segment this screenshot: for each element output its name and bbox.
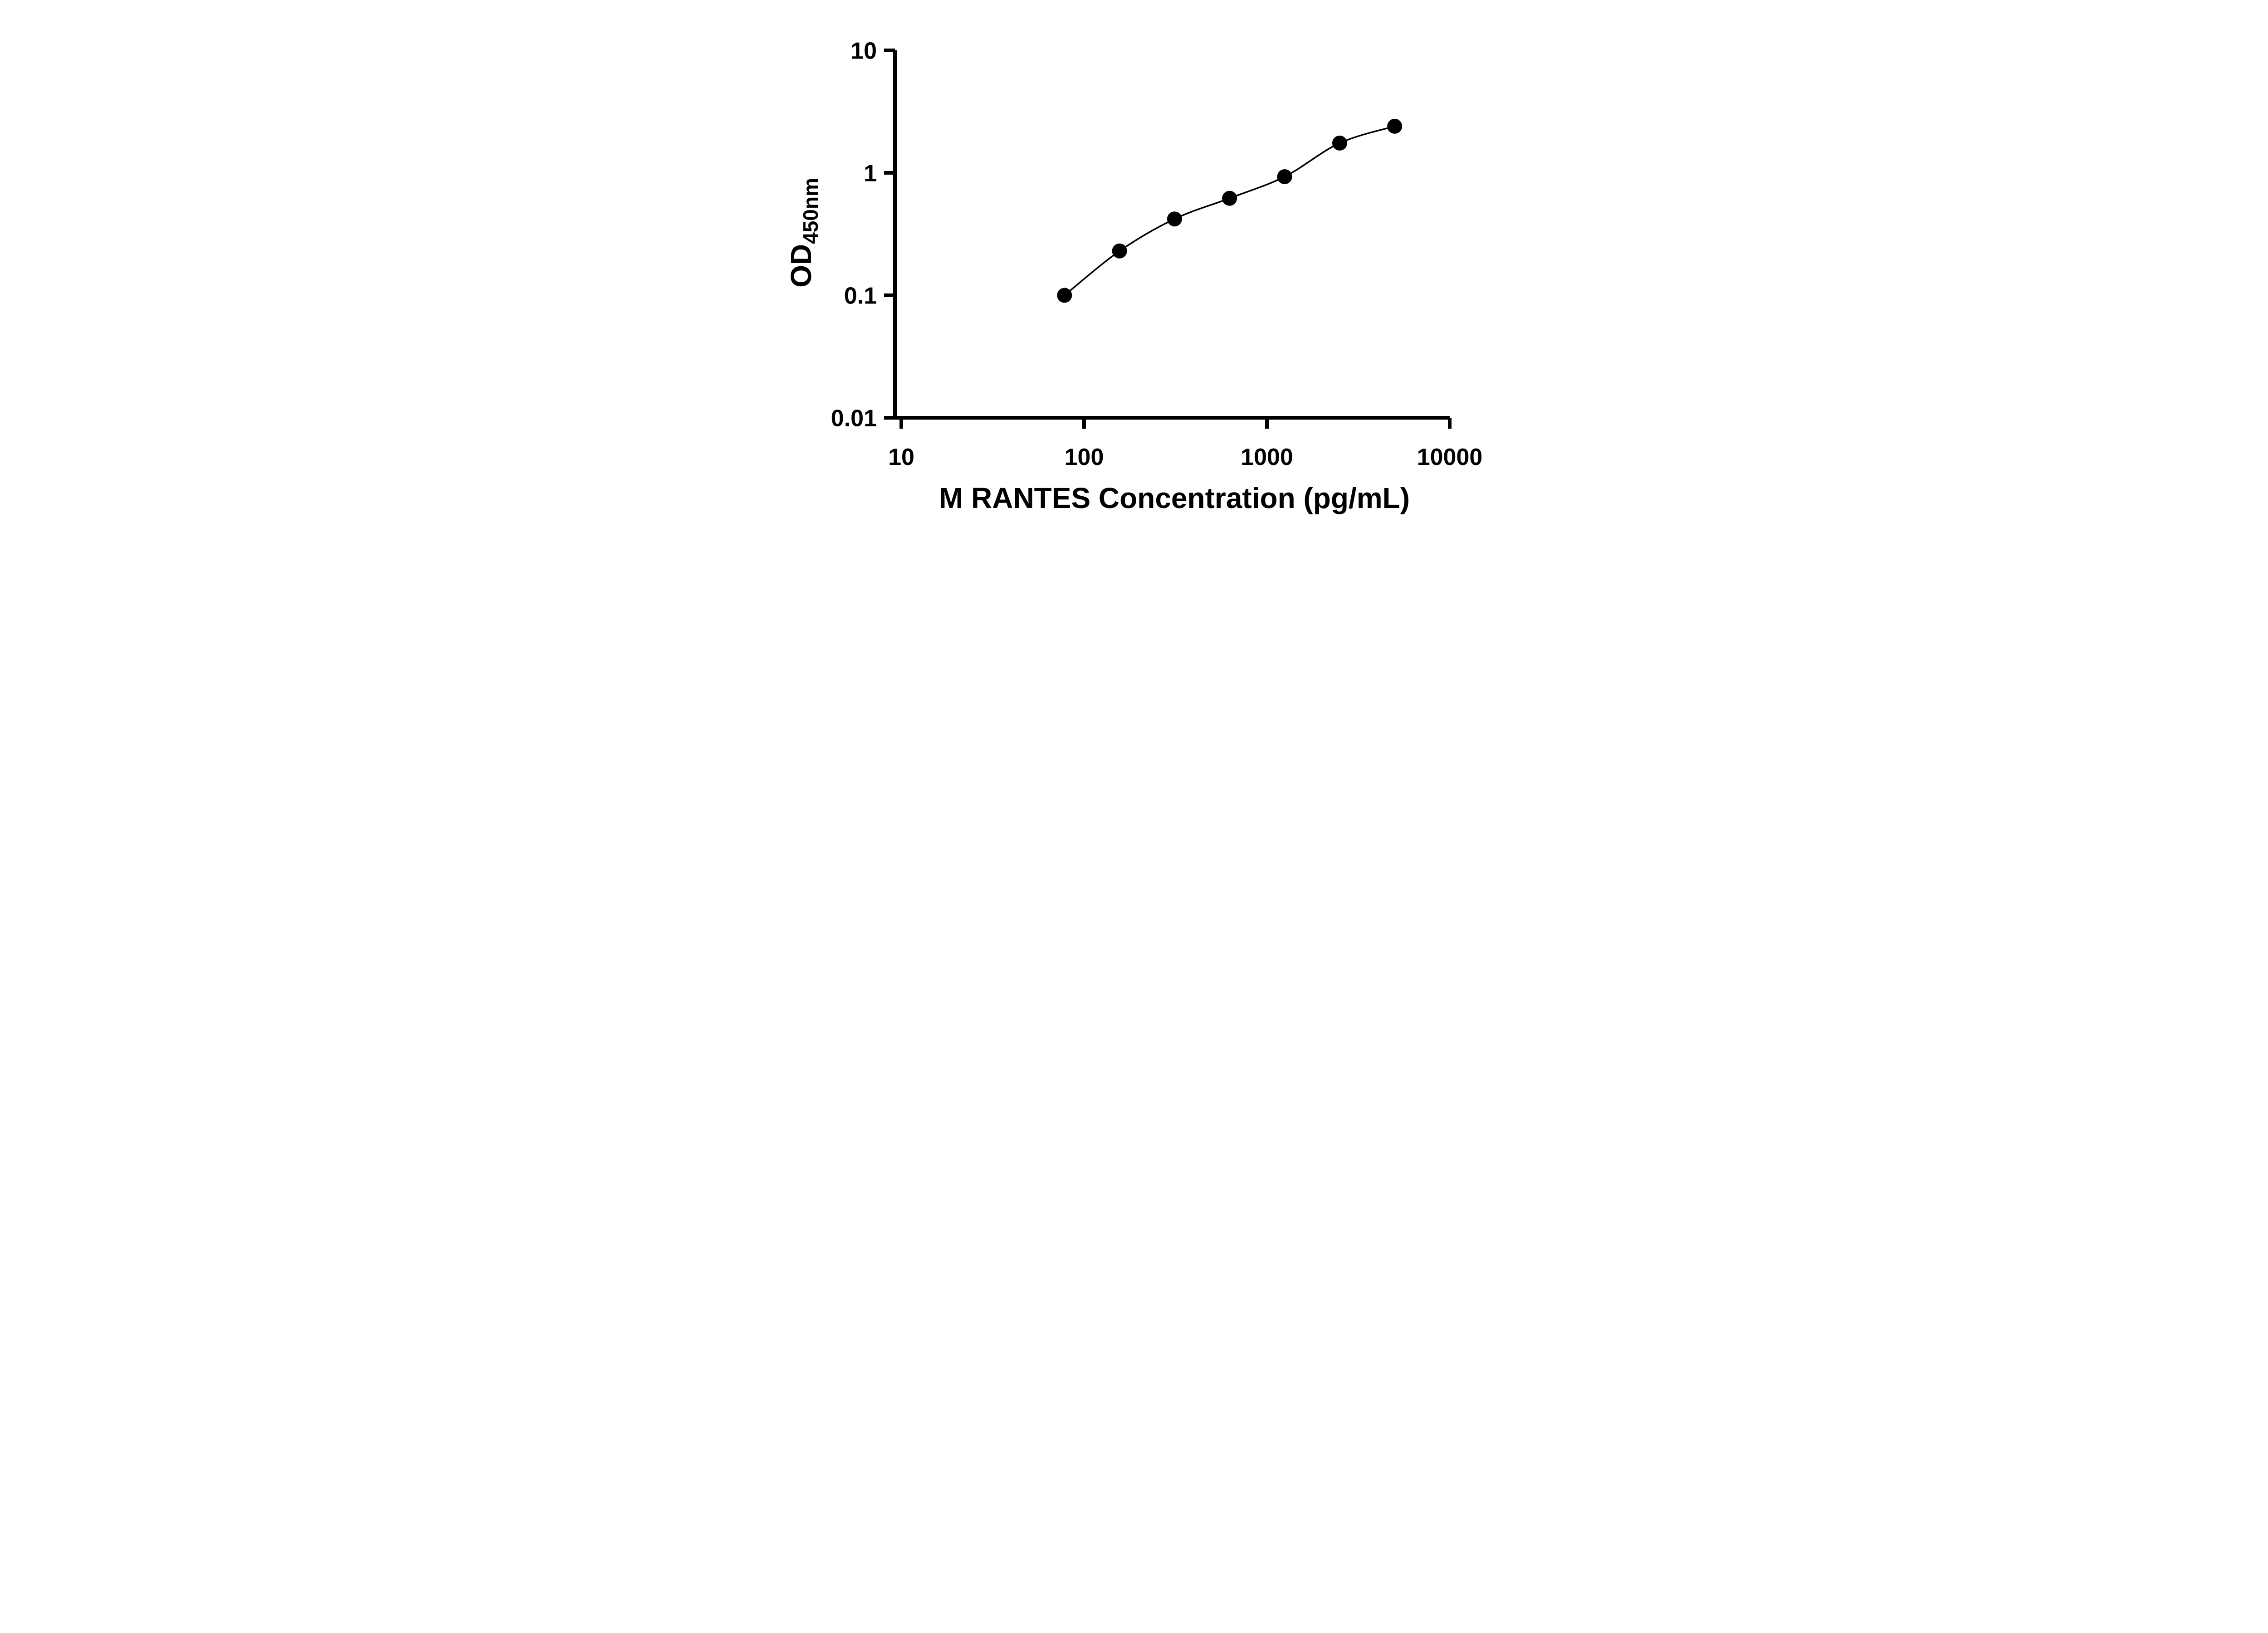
y-axis-title: OD450nm — [785, 178, 822, 288]
y-tick-label: 0.1 — [844, 283, 877, 309]
data-point — [1222, 191, 1237, 206]
data-point — [1387, 118, 1403, 134]
elisa-standard-curve-figure: 10 1 0.1 0.01 10 100 1000 10000 M RANTES Concen… — [745, 0, 1523, 544]
data-point — [1057, 288, 1072, 303]
x-tick-label: 10 — [888, 444, 914, 470]
data-point — [1277, 169, 1292, 184]
y-tick-label: 10 — [850, 38, 877, 64]
standard-curve-chart: 10 1 0.1 0.01 10 100 1000 10000 M RANTES Concen… — [745, 0, 1523, 544]
data-point — [1332, 135, 1347, 151]
data-point — [1167, 211, 1182, 227]
x-tick-label: 100 — [1065, 444, 1104, 470]
x-tick-label: 1000 — [1241, 444, 1293, 470]
y-axis-title-sub: 450nm — [799, 178, 822, 244]
x-axis-title: M RANTES Concentration (pg/mL) — [939, 482, 1410, 514]
plot-area: 10 1 0.1 0.01 10 100 1000 10000 — [831, 38, 1483, 470]
y-axis-title-main: OD — [785, 244, 817, 288]
x-tick-label: 10000 — [1417, 444, 1483, 470]
y-tick-label: 0.01 — [831, 406, 877, 432]
y-tick-label: 1 — [864, 161, 877, 187]
fit-curve — [1064, 125, 1395, 296]
data-point — [1112, 243, 1127, 259]
